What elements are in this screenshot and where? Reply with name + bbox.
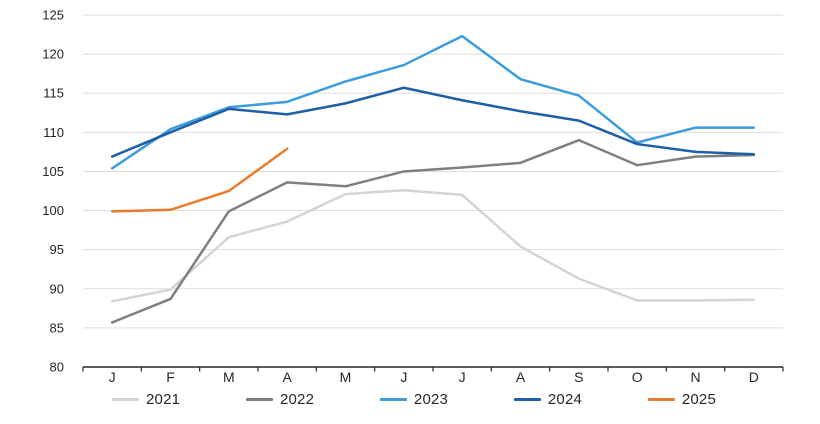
legend-swatch-2023	[379, 397, 407, 401]
legend-swatch-2024	[513, 397, 541, 401]
legend-item-2023: 2023	[379, 390, 449, 408]
y-axis-label: 125	[42, 8, 64, 23]
x-axis-label: N	[690, 369, 700, 385]
y-axis-label: 95	[50, 242, 64, 257]
legend-label: 2025	[681, 390, 716, 408]
y-axis-label: 80	[50, 360, 64, 375]
series-line-2024	[110, 86, 756, 158]
y-axis-label: 85	[50, 320, 64, 335]
legend-swatch-2025	[647, 397, 675, 401]
x-axis-label: S	[574, 369, 583, 385]
legend-label: 2021	[146, 390, 181, 408]
legend-swatch-2022	[245, 397, 273, 401]
legend-label: 2022	[279, 390, 315, 408]
x-axis-label: J	[109, 369, 116, 385]
chart-legend: 2021 2022 2023 2024 2025	[112, 388, 716, 410]
series-line-2023	[110, 34, 756, 170]
y-axis-label: 110	[43, 125, 64, 140]
x-axis-label: J	[459, 369, 466, 385]
x-axis-label: M	[340, 369, 352, 385]
y-axis-label: 100	[42, 203, 64, 218]
x-axis-label: A	[282, 369, 292, 385]
y-axis-label: 105	[42, 164, 64, 179]
x-axis-label: J	[400, 369, 407, 385]
x-axis-label: O	[632, 369, 643, 385]
x-axis-label: F	[166, 369, 175, 385]
series-line-2025	[110, 147, 289, 213]
y-axis-label: 120	[42, 47, 64, 62]
series-line-2021	[110, 188, 756, 303]
legend-item-2025: 2025	[647, 390, 716, 408]
legend-swatch-2021	[112, 397, 139, 401]
y-axis-label: 90	[50, 281, 64, 296]
legend-item-2022: 2022	[245, 390, 315, 408]
x-axis-label: D	[749, 369, 759, 385]
legend-label: 2023	[413, 390, 449, 408]
legend-item-2021: 2021	[112, 391, 180, 408]
series-line-2022	[110, 138, 756, 324]
x-axis-label: A	[516, 369, 526, 385]
legend-label: 2024	[547, 390, 583, 408]
legend-item-2024: 2024	[513, 390, 583, 408]
x-axis-label: M	[223, 369, 235, 385]
line-chart: 80 85 90 95 100 105 110 115 120 125 J F M A M J J A S O N D	[42, 8, 784, 385]
y-axis-label: 115	[43, 86, 64, 101]
